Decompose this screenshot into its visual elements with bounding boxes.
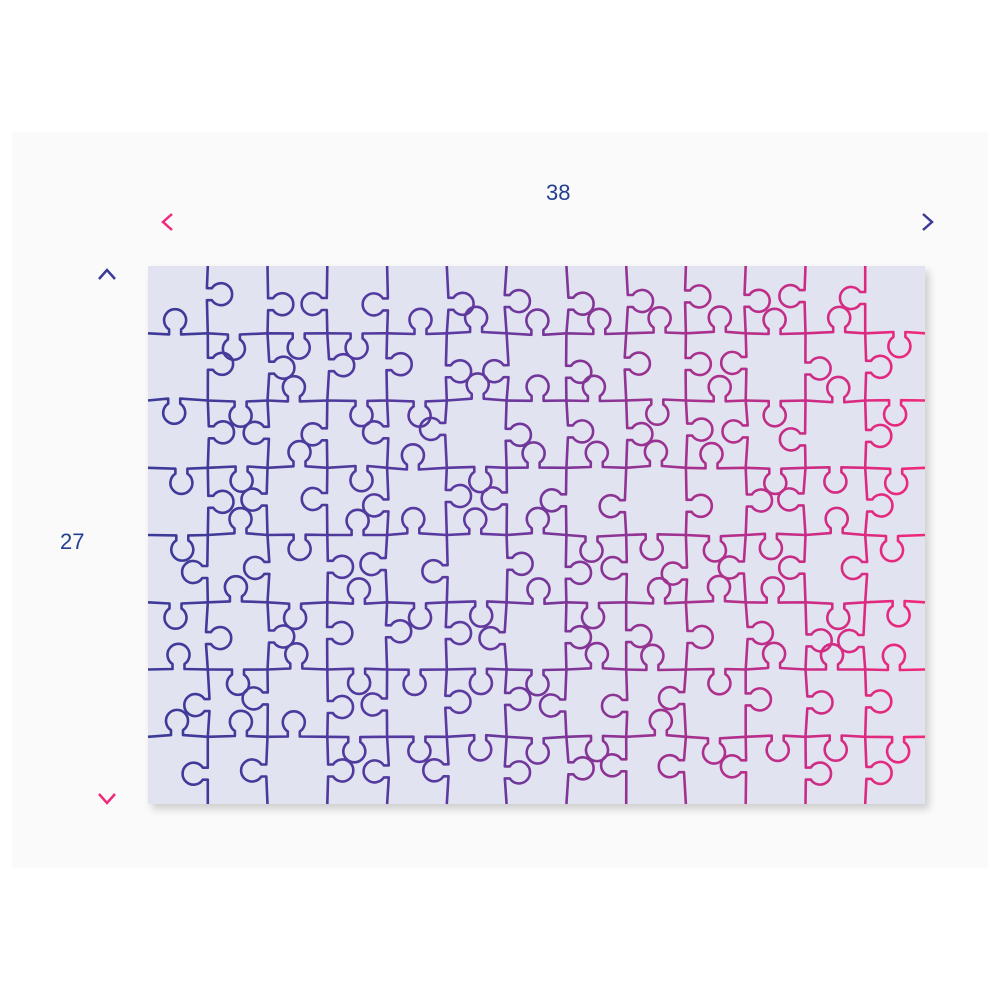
horizontal-cut-line bbox=[147, 372, 926, 428]
horizontal-cut-line bbox=[147, 305, 926, 361]
horizontal-cut-line bbox=[147, 574, 926, 631]
horizontal-cut-line bbox=[147, 506, 926, 563]
width-arrow bbox=[161, 213, 934, 231]
width-dimension-label: 38 bbox=[546, 180, 571, 205]
arrowhead-right-icon bbox=[922, 213, 934, 231]
height-dimension-label: 27 bbox=[60, 529, 85, 554]
horizontal-cut-line bbox=[147, 439, 926, 496]
puzzle-cut-lines bbox=[147, 265, 926, 805]
horizontal-cut-line bbox=[147, 641, 926, 697]
height-arrow bbox=[98, 268, 116, 805]
arrowhead-left-icon bbox=[161, 213, 173, 231]
horizontal-cut-line bbox=[147, 708, 926, 765]
arrowhead-up-icon bbox=[98, 268, 116, 280]
arrowhead-down-icon bbox=[98, 793, 116, 805]
